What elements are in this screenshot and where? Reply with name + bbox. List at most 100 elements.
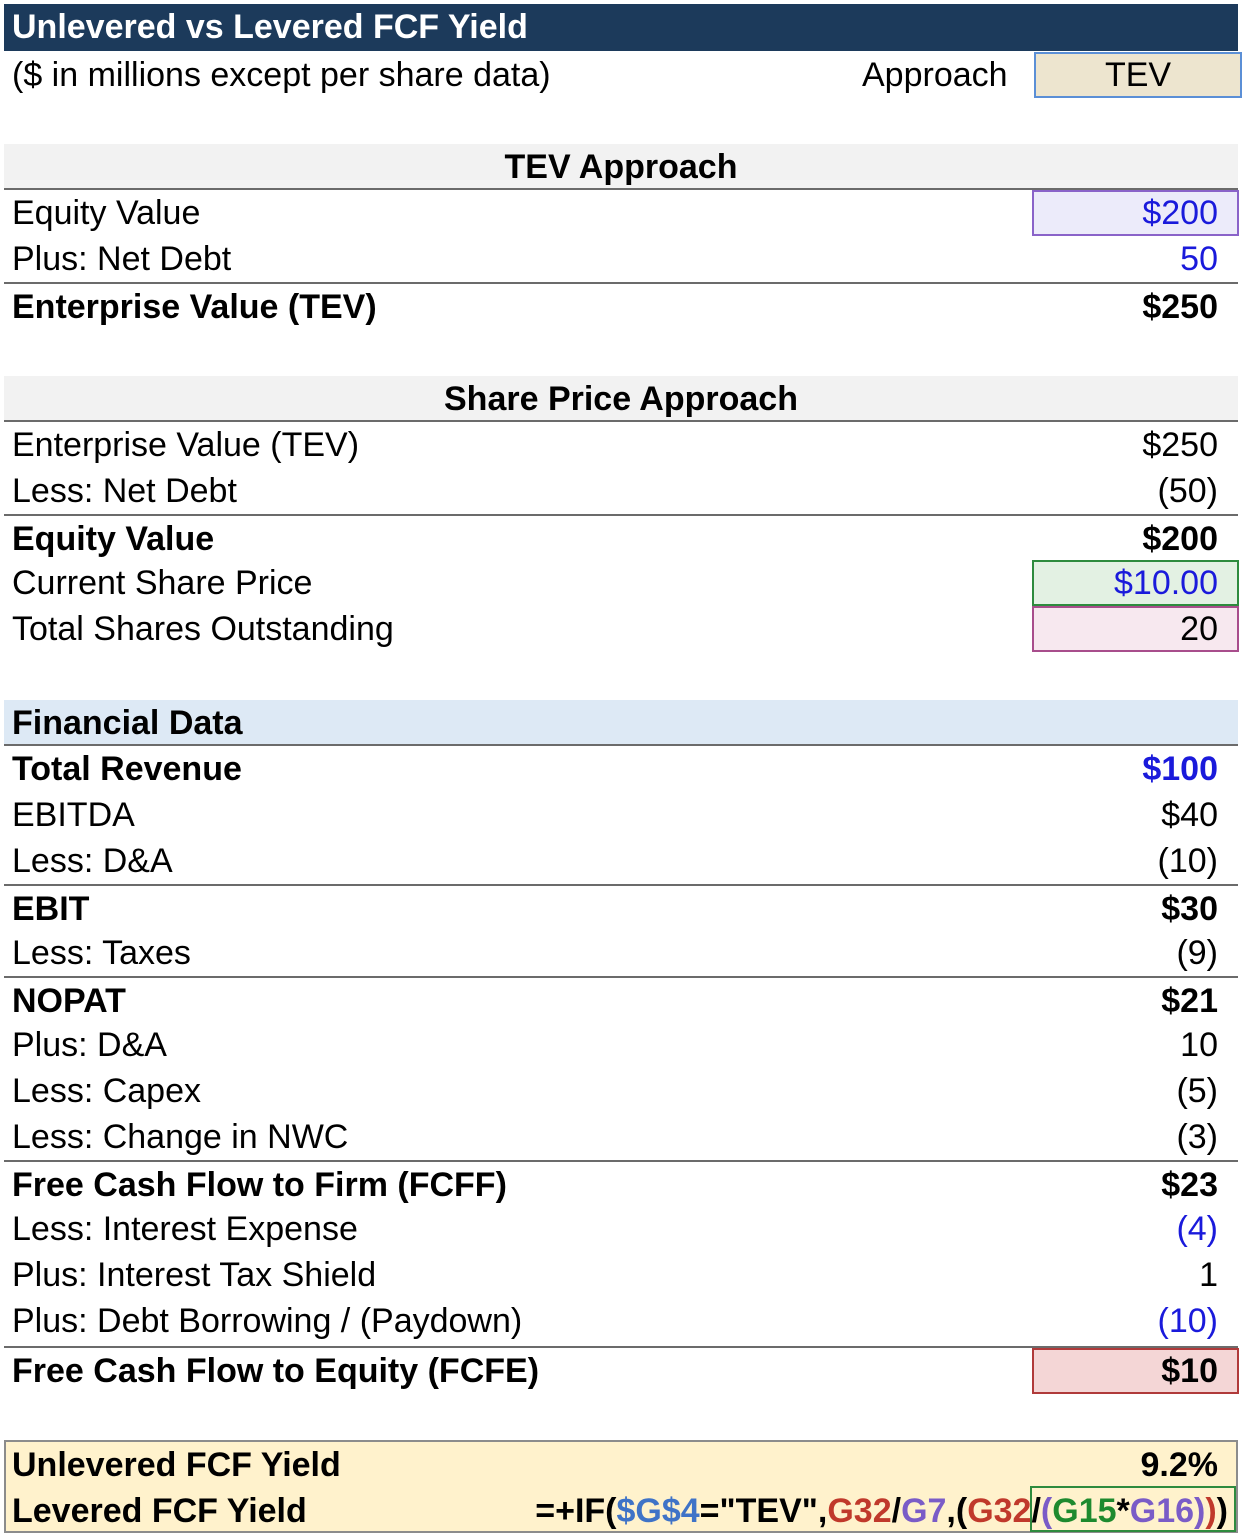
unlevered-yield-label: Unlevered FCF Yield: [12, 1446, 341, 1484]
row-label: NOPAT: [12, 982, 126, 1020]
row-value: (9): [1176, 934, 1218, 972]
table-row-total: Equity Value $200: [4, 514, 1238, 560]
row-label: Less: Capex: [12, 1072, 201, 1110]
row-value: (5): [1176, 1072, 1218, 1110]
formula-paren: ): [1205, 1492, 1217, 1530]
row-value[interactable]: (4): [1176, 1210, 1218, 1248]
row-value[interactable]: $100: [1142, 750, 1218, 788]
row-value: $30: [1161, 890, 1218, 928]
table-row-total: Enterprise Value (TEV) $250: [4, 282, 1238, 328]
row-label: Plus: Interest Tax Shield: [12, 1256, 377, 1294]
table-row: Total Revenue $100: [4, 746, 1238, 792]
formula-part: /: [891, 1492, 902, 1530]
formula-part: ="TEV",: [699, 1492, 828, 1530]
row-value: $23: [1161, 1166, 1218, 1204]
row-label: Total Shares Outstanding: [12, 610, 394, 648]
subtitle-row: ($ in millions except per share data) Ap…: [4, 52, 1242, 98]
row-label: Plus: Debt Borrowing / (Paydown): [12, 1302, 523, 1340]
row-value: $21: [1161, 982, 1218, 1020]
row-label: Total Revenue: [12, 750, 242, 788]
row-value: $40: [1161, 796, 1218, 834]
formula-ref-equity: G7: [901, 1492, 947, 1530]
levered-yield-formula[interactable]: =+IF($G$4="TEV",G32/G7,(G32/(G15*G16))): [535, 1488, 1228, 1534]
row-value: 1: [1199, 1256, 1218, 1294]
section-title: TEV Approach: [504, 148, 738, 186]
financial-data-header: Financial Data: [4, 700, 1238, 746]
sheet-title: Unlevered vs Levered FCF Yield: [12, 8, 528, 46]
share-price-input-cell[interactable]: [1032, 560, 1239, 606]
row-value[interactable]: $200: [1142, 194, 1218, 232]
row-label: Less: Net Debt: [12, 472, 237, 510]
formula-ref-approach: $G$4: [616, 1492, 700, 1530]
formula-ref-shares: G16: [1129, 1492, 1195, 1530]
row-label: Free Cash Flow to Firm (FCFF): [12, 1166, 507, 1204]
unlevered-yield-value[interactable]: 9.2%: [1140, 1446, 1219, 1484]
row-label: Enterprise Value (TEV): [12, 426, 360, 464]
row-value: $250: [1142, 288, 1218, 326]
title-bar: Unlevered vs Levered FCF Yield: [4, 4, 1238, 51]
formula-part: =+IF(: [535, 1492, 617, 1530]
share-price-approach-header: Share Price Approach: [4, 376, 1238, 422]
row-label: Enterprise Value (TEV): [12, 288, 377, 326]
formula-paren: (: [1040, 1492, 1053, 1530]
table-row: Plus: Debt Borrowing / (Paydown) (10): [4, 1298, 1238, 1344]
row-value: (50): [1157, 472, 1218, 510]
table-row: Plus: Interest Tax Shield 1: [4, 1252, 1238, 1298]
approach-label: Approach: [862, 56, 1008, 94]
row-value: (3): [1176, 1118, 1218, 1156]
table-row: Plus: D&A 10: [4, 1022, 1238, 1068]
table-row: Total Shares Outstanding 20: [4, 606, 1239, 652]
section-title: Share Price Approach: [444, 380, 798, 418]
row-label: Current Share Price: [12, 564, 313, 602]
formula-part: ,(: [946, 1492, 968, 1530]
equity-value-input-cell[interactable]: [1032, 190, 1239, 236]
tev-approach-header: TEV Approach: [4, 144, 1238, 190]
row-value: (10): [1157, 842, 1218, 880]
row-label: Plus: D&A: [12, 1026, 167, 1064]
formula-ref-price: G15: [1052, 1492, 1117, 1530]
table-row: Plus: Net Debt 50: [4, 236, 1238, 282]
formula-paren: ): [1194, 1492, 1206, 1530]
row-value[interactable]: (10): [1157, 1302, 1218, 1340]
approach-selector-cell[interactable]: TEV: [1034, 52, 1242, 98]
unlevered-yield-row: Unlevered FCF Yield 9.2%: [6, 1442, 1236, 1488]
table-row: Less: Net Debt (50): [4, 468, 1238, 514]
formula-part: /: [1031, 1492, 1041, 1530]
table-row-total: EBIT $30: [4, 884, 1238, 930]
row-label: EBIT: [12, 890, 90, 928]
active-cell-outline[interactable]: [1030, 1486, 1236, 1532]
row-label: Less: D&A: [12, 842, 173, 880]
row-value[interactable]: 50: [1180, 240, 1218, 278]
row-label: EBITDA: [12, 796, 135, 834]
formula-part: *: [1116, 1492, 1130, 1530]
table-row: Less: Taxes (9): [4, 930, 1238, 976]
row-label: Plus: Net Debt: [12, 240, 232, 278]
row-label: Less: Taxes: [12, 934, 191, 972]
table-row-total: Free Cash Flow to Equity (FCFE) $10: [4, 1346, 1239, 1394]
table-row: Less: D&A (10): [4, 838, 1238, 884]
row-label: Less: Change in NWC: [12, 1118, 349, 1156]
table-row: Less: Capex (5): [4, 1068, 1238, 1114]
table-row: Enterprise Value (TEV) $250: [4, 422, 1238, 468]
table-row: Less: Change in NWC (3): [4, 1114, 1238, 1160]
row-label: Free Cash Flow to Equity (FCFE): [12, 1352, 540, 1390]
row-value: 10: [1180, 1026, 1218, 1064]
row-value[interactable]: $10.00: [1114, 564, 1218, 602]
row-value: $250: [1142, 426, 1218, 464]
table-row-total: NOPAT $21: [4, 976, 1238, 1022]
table-row: Current Share Price $10.00: [4, 560, 1239, 606]
formula-ref-fcfe: G32: [967, 1492, 1032, 1530]
levered-yield-label: Levered FCF Yield: [12, 1492, 307, 1530]
yield-summary-box: Unlevered FCF Yield 9.2% Levered FCF Yie…: [4, 1440, 1238, 1533]
units-note: ($ in millions except per share data): [12, 56, 551, 94]
fcfe-highlight-cell[interactable]: [1032, 1348, 1239, 1394]
shares-outstanding-cell[interactable]: [1032, 606, 1239, 652]
row-label: Equity Value: [12, 520, 215, 558]
row-value[interactable]: $10: [1161, 1352, 1218, 1390]
section-title: Financial Data: [12, 704, 243, 742]
row-value: $200: [1142, 520, 1218, 558]
table-row-total: Free Cash Flow to Firm (FCFF) $23: [4, 1160, 1238, 1206]
row-value[interactable]: 20: [1180, 610, 1218, 648]
table-row: Equity Value $200: [4, 190, 1239, 236]
table-row: Less: Interest Expense (4): [4, 1206, 1238, 1252]
